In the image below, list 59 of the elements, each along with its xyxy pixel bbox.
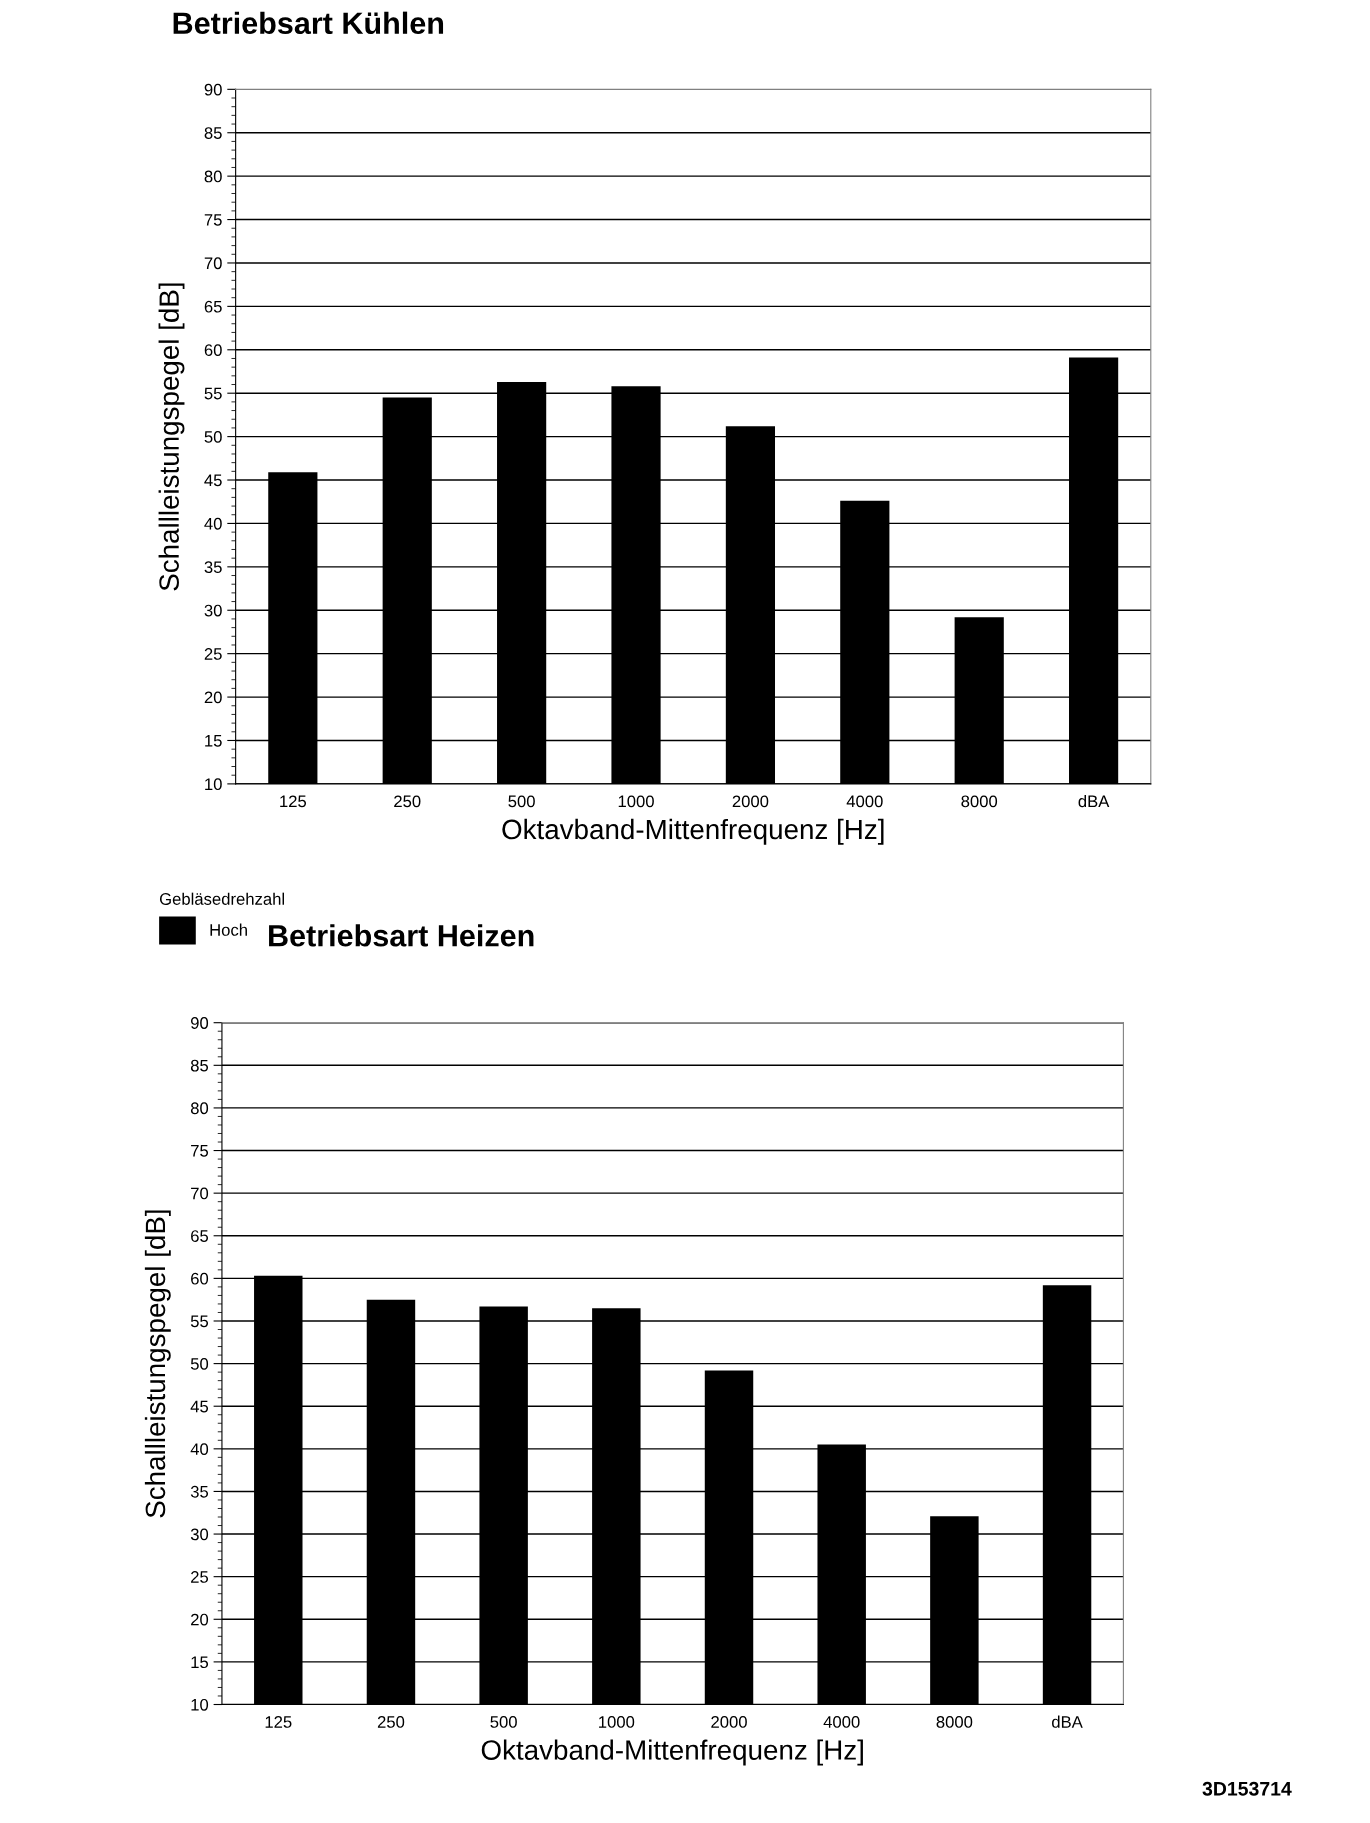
y-tick-label: 10 — [205, 778, 222, 791]
y-tick-label: 85 — [204, 127, 222, 139]
y-tick-label: 50 — [190, 1358, 209, 1370]
y-tick-label: 10 — [191, 1698, 209, 1711]
y-tick-label: 90 — [204, 83, 222, 96]
x-tick-label: 1000 — [618, 795, 654, 808]
x-axis-title: Oktavband-Mittenfrequenz [Hz] — [502, 818, 884, 845]
y-axis-title: Schallleistungspegel [dB] — [158, 283, 185, 591]
x-tick-label: 8000 — [936, 1716, 973, 1728]
x-tick-label: 125 — [280, 795, 307, 808]
y-tick-label: 40 — [204, 517, 222, 530]
y-tick-label: 40 — [190, 1443, 209, 1456]
y-tick-label: 85 — [190, 1059, 209, 1072]
legend-title: Gebläsedrehzahl — [159, 892, 285, 905]
chart-title: Betriebsart Kühlen — [173, 11, 444, 35]
y-tick-label: 15 — [191, 1656, 209, 1669]
y-tick-label: 20 — [191, 1613, 209, 1626]
x-tick-label: 1000 — [599, 1716, 635, 1728]
y-tick-label: 15 — [205, 735, 222, 747]
y-tick-label: 70 — [204, 257, 222, 270]
y-tick-label: 80 — [190, 1102, 209, 1115]
y-axis-title: Schallleistungspegel [dB] — [144, 1210, 171, 1518]
x-tick-label: 250 — [394, 795, 421, 808]
y-tick-label: 25 — [191, 1571, 209, 1583]
y-tick-label: 75 — [204, 214, 222, 226]
x-tick-label: dBA — [1052, 1715, 1083, 1728]
y-tick-label: 90 — [190, 1017, 209, 1029]
x-tick-label: 500 — [490, 1716, 517, 1728]
y-tick-label: 60 — [191, 1272, 209, 1285]
y-tick-label: 55 — [204, 387, 222, 400]
y-tick-label: 20 — [204, 691, 222, 704]
y-tick-label: 65 — [204, 300, 222, 313]
y-tick-label: 80 — [204, 170, 222, 183]
x-tick-label: 2000 — [711, 1716, 747, 1728]
x-tick-label: 8000 — [961, 795, 998, 808]
x-tick-label: dBA — [1078, 795, 1110, 808]
y-tick-label: 65 — [191, 1230, 209, 1242]
y-tick-label: 30 — [204, 604, 222, 617]
x-tick-label: 500 — [508, 795, 535, 808]
chart-title: Betriebsart Heizen — [269, 924, 534, 947]
legend-label: Hoch — [210, 923, 247, 936]
y-tick-label: 30 — [190, 1528, 209, 1541]
x-tick-label: 4000 — [846, 795, 883, 808]
x-tick-label: 2000 — [732, 795, 769, 808]
y-tick-label: 60 — [204, 344, 222, 356]
x-tick-label: 125 — [265, 1716, 292, 1728]
y-tick-label: 50 — [204, 431, 222, 443]
y-tick-label: 45 — [204, 474, 222, 487]
x-axis-title: Oktavband-Mittenfrequenz [Hz] — [481, 1739, 863, 1766]
x-tick-label: 250 — [377, 1716, 405, 1728]
y-tick-label: 70 — [191, 1187, 209, 1200]
y-tick-label: 45 — [190, 1400, 209, 1413]
y-tick-label: 75 — [191, 1145, 209, 1157]
x-tick-label: 4000 — [823, 1716, 860, 1728]
y-tick-label: 25 — [204, 648, 222, 660]
y-tick-label: 35 — [204, 561, 222, 574]
text: 3D153714 — [1202, 1781, 1292, 1796]
y-tick-label: 55 — [190, 1315, 209, 1328]
y-tick-label: 35 — [190, 1485, 209, 1498]
